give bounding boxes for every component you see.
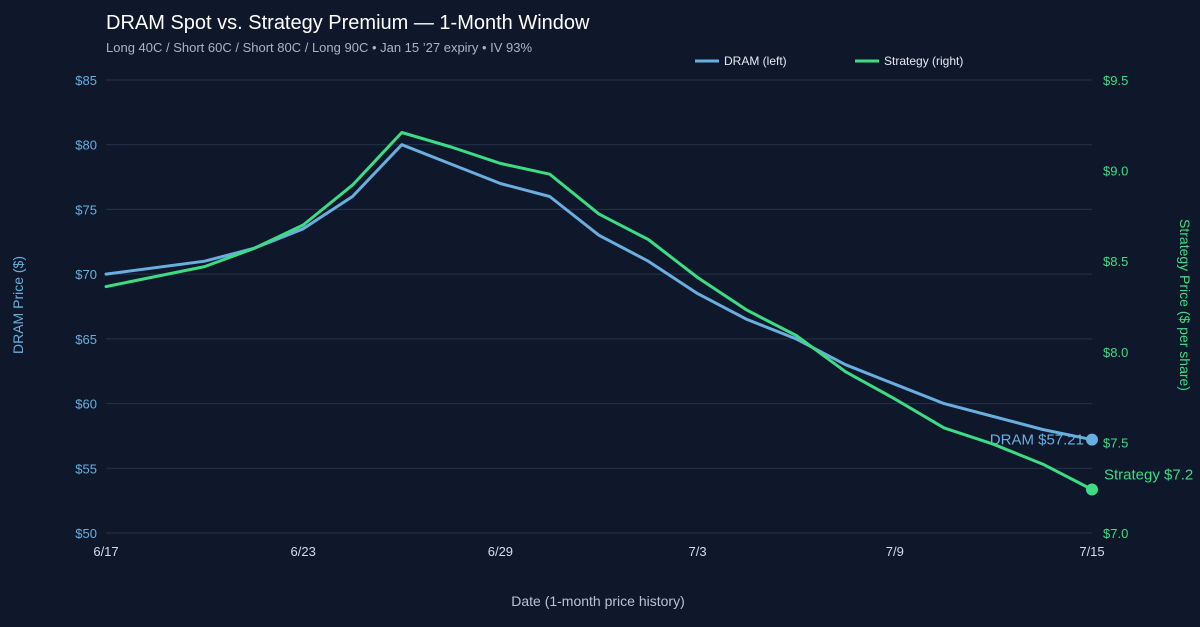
x-tick-label: 7/9 xyxy=(886,544,904,559)
y-left-tick-label: $80 xyxy=(75,138,97,153)
y-axis-right-label: Strategy Price ($ per share) xyxy=(1177,219,1193,391)
strategy-end-point xyxy=(1086,483,1098,496)
strategy-end-label: Strategy $7.2 xyxy=(1104,467,1193,484)
dram-end-label: DRAM $57.21 xyxy=(990,432,1084,449)
y-right-tick-label: $7.0 xyxy=(1103,526,1128,541)
chart-title: DRAM Spot vs. Strategy Premium — 1-Month… xyxy=(106,12,590,34)
dram-end-point xyxy=(1086,433,1098,446)
y-left-tick-label: $65 xyxy=(75,332,97,347)
x-axis: 6/17 6/23 6/29 7/3 7/9 7/15 xyxy=(93,544,1104,559)
x-tick-label: 6/23 xyxy=(291,544,316,559)
y-left-tick-label: $55 xyxy=(75,461,97,476)
y-right-tick-label: $8.0 xyxy=(1103,345,1128,360)
y-left-tick-label: $85 xyxy=(75,73,97,88)
y-axis-left-label: DRAM Price ($) xyxy=(10,256,26,354)
y-left-tick-label: $75 xyxy=(75,202,97,217)
series-group: DRAM $57.21 Strategy $7.2 xyxy=(104,131,1193,496)
y-right-tick-label: $7.5 xyxy=(1103,435,1128,450)
x-tick-label: 6/29 xyxy=(488,544,513,559)
legend-label-strategy: Strategy (right) xyxy=(884,54,963,68)
chart-subtitle: Long 40C / Short 60C / Short 80C / Long … xyxy=(106,40,533,55)
y-left-tick-label: $60 xyxy=(75,397,97,412)
dram-series-line xyxy=(104,143,1094,442)
y-right-tick-label: $9.0 xyxy=(1103,164,1128,179)
y-right-tick-label: $8.5 xyxy=(1103,254,1128,269)
y-right-tick-label: $9.5 xyxy=(1103,73,1128,88)
x-tick-label: 7/15 xyxy=(1079,544,1104,559)
chart-legend: DRAM (left) Strategy (right) xyxy=(695,54,963,68)
y-axis-left: $50 $55 $60 $65 $70 $75 $80 $85 xyxy=(75,73,97,541)
legend-label-dram: DRAM (left) xyxy=(724,54,787,68)
grid-lines xyxy=(106,79,1092,534)
y-axis-right: $7.0 $7.5 $8.0 $8.5 $9.0 $9.5 xyxy=(1103,73,1128,541)
x-tick-label: 6/17 xyxy=(93,544,118,559)
y-left-tick-label: $70 xyxy=(75,267,97,282)
x-tick-label: 7/3 xyxy=(689,544,707,559)
x-axis-label: Date (1-month price history) xyxy=(511,593,685,609)
y-left-tick-label: $50 xyxy=(75,526,97,541)
strategy-series-line xyxy=(104,131,1094,491)
